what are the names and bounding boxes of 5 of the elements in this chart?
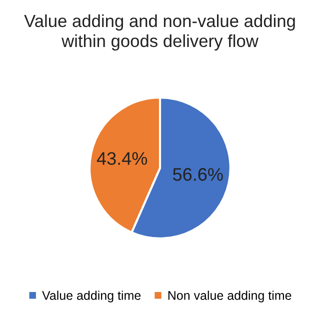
data-label: 56.6% — [173, 168, 223, 181]
legend-label: Non value adding time — [168, 290, 292, 302]
chart-title: Value adding and non-value adding within goods delivery flow — [24, 14, 295, 51]
data-label: 43.4% — [96, 152, 148, 165]
legend-label: Value adding time — [42, 290, 141, 302]
